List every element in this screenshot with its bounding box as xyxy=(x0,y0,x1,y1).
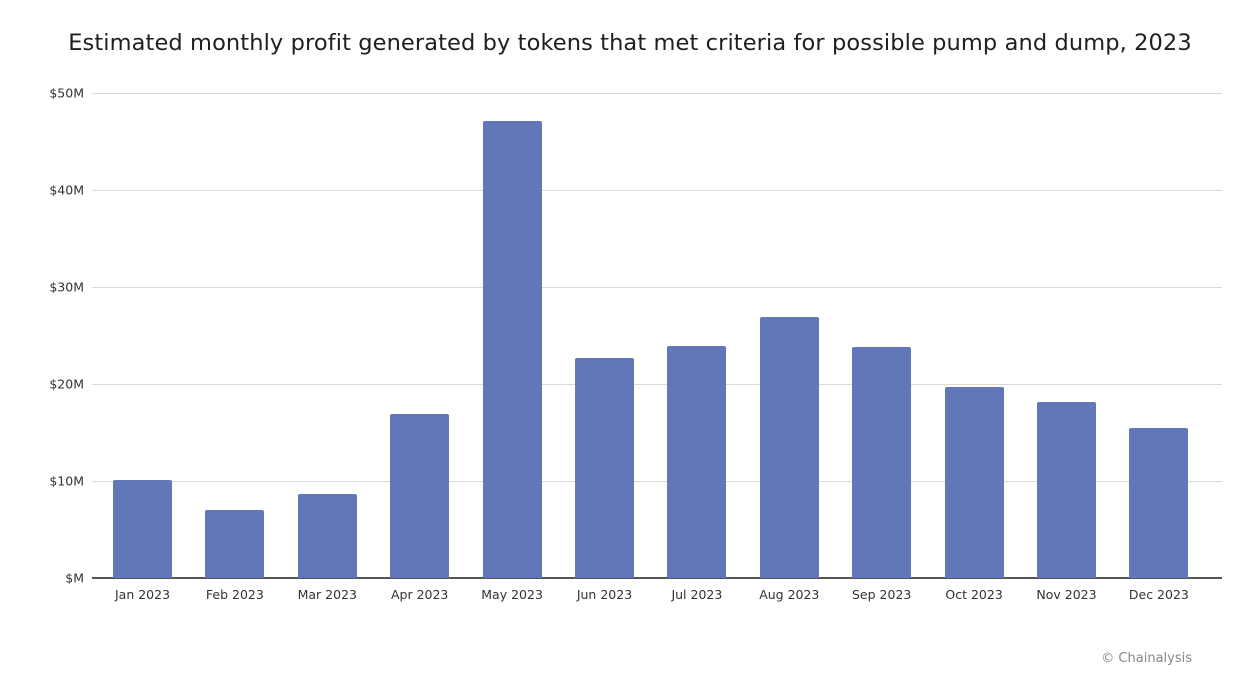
source-credit: © Chainalysis xyxy=(1101,651,1192,666)
x-tick-label: Oct 2023 xyxy=(945,587,1003,602)
bar-mar-2023[interactable] xyxy=(297,493,357,578)
chart-title: Estimated monthly profit generated by to… xyxy=(68,30,1192,56)
gridline xyxy=(92,384,1222,385)
x-tick-label: Sep 2023 xyxy=(852,587,912,602)
y-tick-label: $20M xyxy=(49,376,84,392)
y-tick-label: $M xyxy=(65,570,84,586)
bar-jan-2023[interactable] xyxy=(113,480,172,578)
gridline xyxy=(92,93,1222,94)
bar-feb-2023[interactable] xyxy=(205,510,265,578)
x-tick-label: Apr 2023 xyxy=(390,587,449,602)
bar-may-2023[interactable] xyxy=(482,121,542,578)
x-axis-line xyxy=(92,577,1222,579)
bar-nov-2023[interactable] xyxy=(1037,402,1096,578)
bar-oct-2023[interactable] xyxy=(944,386,1004,578)
x-tick-label: Nov 2023 xyxy=(1036,587,1097,602)
gridline xyxy=(92,287,1222,288)
y-tick-label: $40M xyxy=(49,182,84,198)
bar-jul-2023[interactable] xyxy=(667,346,727,578)
bar-aug-2023[interactable] xyxy=(759,317,819,578)
x-tick-label: Jan 2023 xyxy=(114,587,171,602)
x-tick-label: Jul 2023 xyxy=(671,587,723,602)
x-tick-label: Dec 2023 xyxy=(1128,587,1189,602)
gridline xyxy=(92,190,1222,191)
bar-sep-2023[interactable] xyxy=(852,347,912,578)
x-tick-label: Aug 2023 xyxy=(759,587,820,602)
x-tick-label: Mar 2023 xyxy=(297,587,357,602)
plot-area: $M $10M $20M $30M $40M $50M Jan 2023 Feb 2023 Ma… xyxy=(49,86,1222,602)
bar-apr-2023[interactable] xyxy=(390,414,450,578)
x-tick-label: Jun 2023 xyxy=(576,587,633,602)
gridline xyxy=(92,481,1222,482)
x-tick-label: May 2023 xyxy=(481,587,543,602)
x-tick-label: Feb 2023 xyxy=(205,587,264,602)
y-tick-label: $30M xyxy=(49,279,84,295)
y-tick-label: $50M xyxy=(49,85,84,101)
bar-dec-2023[interactable] xyxy=(1129,427,1189,578)
bar-jun-2023[interactable] xyxy=(575,357,634,578)
y-tick-label: $10M xyxy=(49,473,84,489)
